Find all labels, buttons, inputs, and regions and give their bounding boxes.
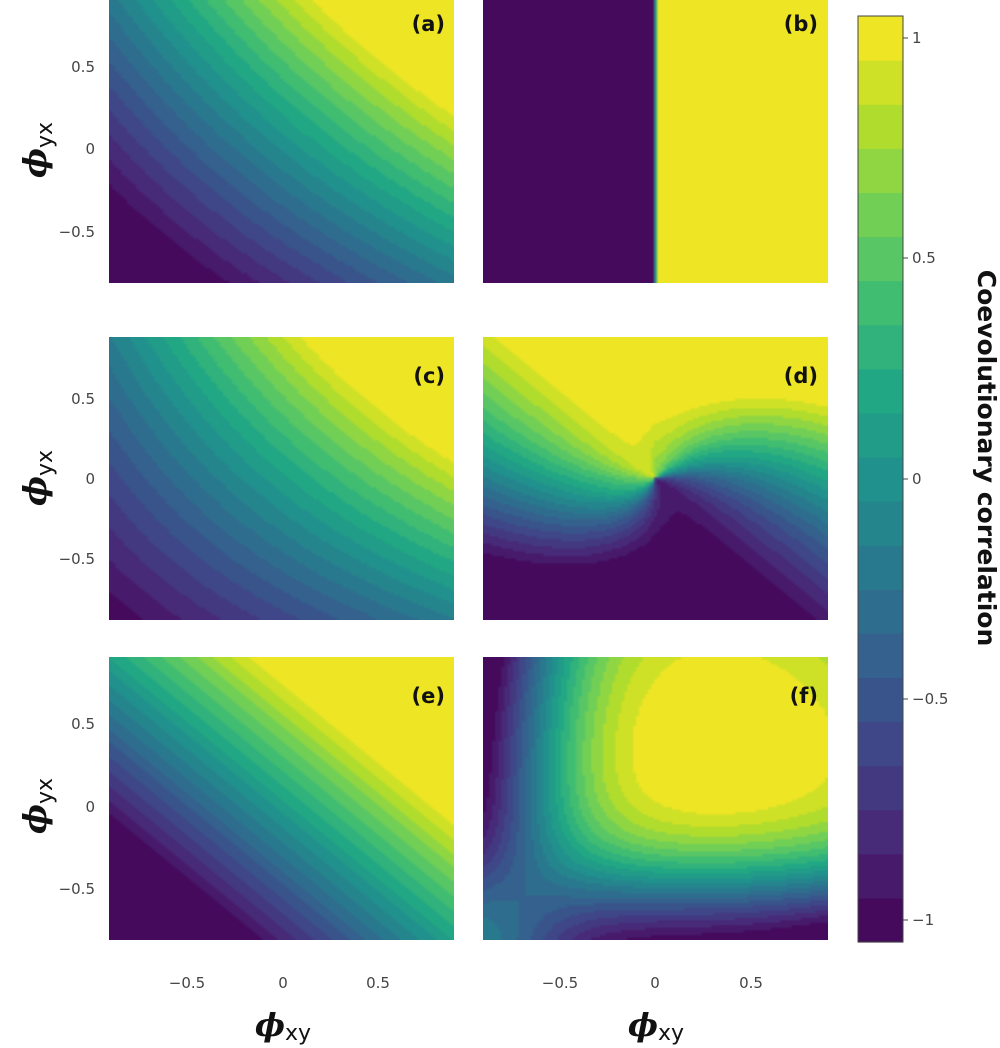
colorbar-tick-label: 1: [912, 29, 922, 47]
y-ticks-row-1: 0.5 0 −0.5: [59, 58, 95, 241]
y-tick-label: −0.5: [59, 550, 95, 568]
y-tick-label: −0.5: [59, 223, 95, 241]
colorbar-band: [858, 545, 903, 590]
colorbar-band: [858, 456, 903, 502]
y-tick-label: 0: [85, 470, 95, 488]
x-tick-label: 0: [278, 974, 288, 992]
x-tick-label: 0.5: [366, 974, 390, 992]
svg-text:ϕyx: ϕyx: [16, 450, 58, 506]
colorbar-band: [858, 633, 903, 679]
colorbar-band: [858, 677, 903, 723]
colorbar-band: [858, 721, 903, 767]
contour-panel-f: [483, 657, 828, 940]
contour-panel-c: [109, 337, 454, 620]
colorbar-band: [858, 501, 903, 546]
svg-text:ϕyx: ϕyx: [16, 122, 58, 178]
colorbar-band: [858, 236, 903, 282]
colorbar-band: [858, 853, 903, 899]
x-axis-symbol: ϕ: [255, 1006, 285, 1044]
colorbar-band: [858, 16, 903, 61]
x-axis-title-col-2: ϕxy: [628, 1006, 684, 1046]
x-axis-symbol: ϕ: [628, 1006, 658, 1044]
y-tick-label: 0: [85, 140, 95, 158]
panel-label-f: (f): [790, 684, 818, 708]
colorbar-band: [858, 368, 903, 414]
y-axis-subscript: yx: [33, 778, 58, 804]
panel-label-c: (c): [413, 364, 445, 388]
colorbar-band: [858, 324, 903, 370]
y-axis-symbol: ϕ: [16, 476, 54, 506]
y-ticks-row-2: 0.5 0 −0.5: [59, 390, 95, 568]
colorbar-band: [858, 897, 903, 943]
panel-label-b: (b): [784, 12, 818, 36]
colorbar-band: [858, 60, 903, 105]
colorbar-tick-label: 0: [912, 470, 922, 488]
colorbar-tick-label: −1: [912, 911, 934, 929]
x-tick-label: 0: [650, 974, 660, 992]
contour-panel-e: [109, 657, 454, 940]
colorbar: [857, 15, 908, 943]
y-axis-subscript: yx: [33, 122, 58, 148]
x-tick-label: 0.5: [739, 974, 763, 992]
colorbar-band: [858, 412, 903, 458]
contour-panel-b: [483, 0, 828, 283]
contour-panel-a: [109, 0, 454, 283]
y-ticks-row-3: 0.5 0 −0.5: [59, 715, 95, 898]
y-axis-title-row-1: ϕyx: [16, 122, 58, 178]
colorbar-tick-label: 0.5: [912, 249, 936, 267]
y-axis-subscript: yx: [33, 450, 58, 476]
y-axis-symbol: ϕ: [16, 804, 54, 834]
colorbar-band: [858, 104, 903, 149]
y-tick-label: 0: [85, 798, 95, 816]
colorbar-band: [858, 280, 903, 326]
colorbar-title: Coevolutionary correlation: [972, 270, 1000, 647]
y-axis-symbol: ϕ: [16, 148, 54, 178]
x-axis-subscript: xy: [658, 1021, 684, 1046]
colorbar-band: [858, 765, 903, 811]
contour-panel-d: [483, 337, 828, 620]
panel-label-d: (d): [784, 364, 818, 388]
colorbar-band: [858, 589, 903, 634]
y-axis-title-row-2: ϕyx: [16, 450, 58, 506]
y-tick-label: 0.5: [71, 390, 95, 408]
x-tick-label: −0.5: [542, 974, 578, 992]
y-axis-title-row-3: ϕyx: [16, 778, 58, 834]
colorbar-band: [858, 148, 903, 193]
contour-panels: [109, 0, 828, 940]
colorbar-band: [858, 809, 903, 855]
x-tick-label: −0.5: [169, 974, 205, 992]
panel-label-e: (e): [412, 684, 445, 708]
colorbar-tick-label: −0.5: [912, 690, 948, 708]
y-tick-label: 0.5: [71, 715, 95, 733]
colorbar-band: [858, 192, 903, 238]
colorbar-ticks: 1 0.5 0 −0.5 −1: [912, 29, 948, 929]
x-axis-title-col-1: ϕxy: [255, 1006, 311, 1046]
y-tick-label: 0.5: [71, 58, 95, 76]
panel-label-a: (a): [412, 12, 445, 36]
y-tick-label: −0.5: [59, 880, 95, 898]
svg-text:ϕyx: ϕyx: [16, 778, 58, 834]
x-axis-subscript: xy: [285, 1021, 311, 1046]
x-ticks-col-2: −0.5 0 0.5: [542, 974, 763, 992]
x-ticks-col-1: −0.5 0 0.5: [169, 974, 390, 992]
